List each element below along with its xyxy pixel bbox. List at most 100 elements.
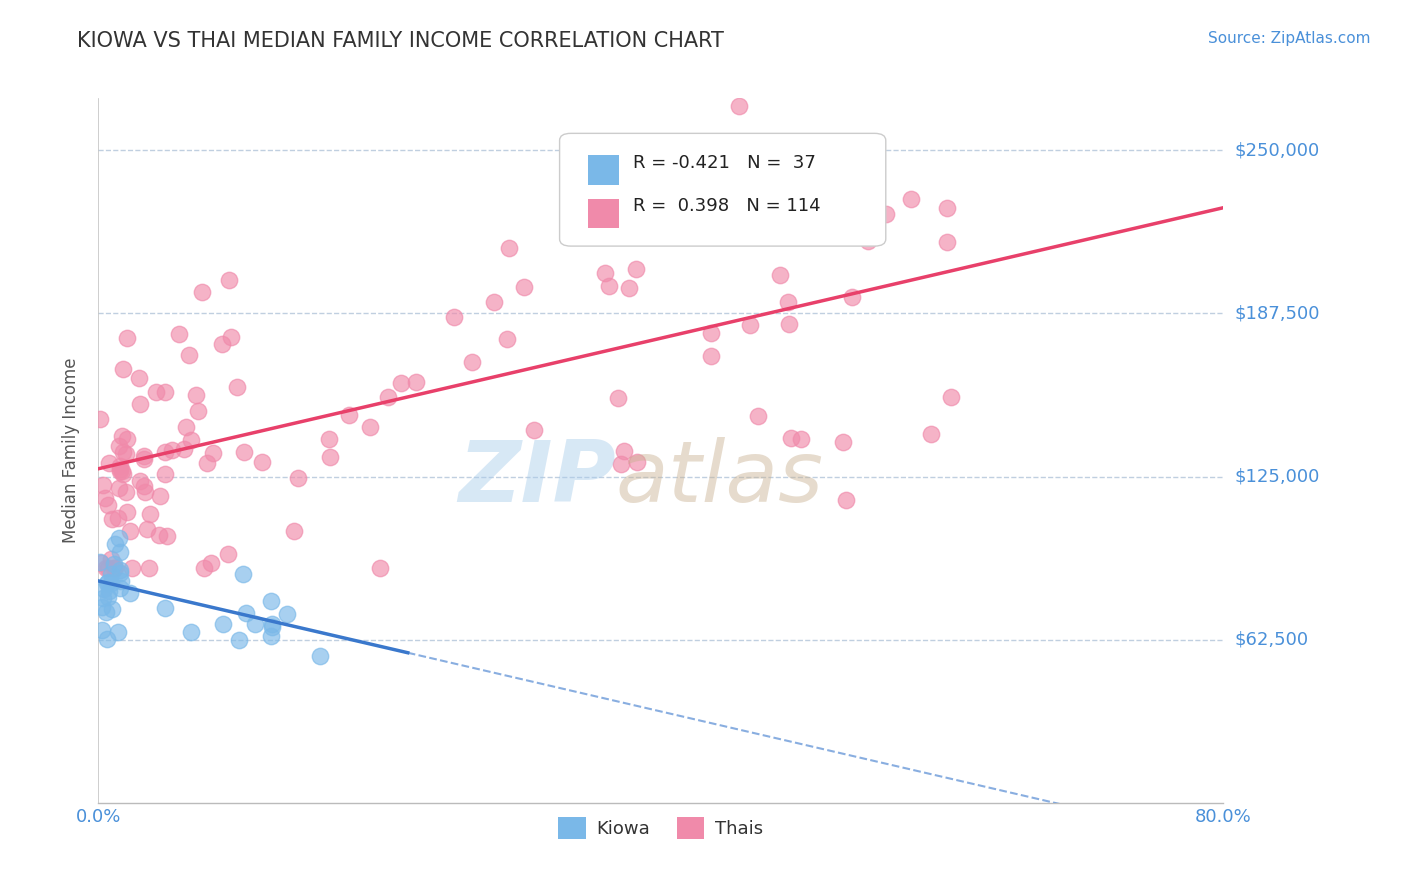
Point xyxy=(114,485,136,500)
Text: $62,500: $62,500 xyxy=(1234,631,1309,648)
FancyBboxPatch shape xyxy=(588,199,619,228)
Point xyxy=(89,412,111,426)
Point xyxy=(120,586,142,600)
Point xyxy=(96,575,118,590)
Point xyxy=(228,632,250,647)
Point xyxy=(155,467,177,482)
Point xyxy=(377,390,399,404)
Point xyxy=(112,445,135,459)
Point xyxy=(226,379,249,393)
Point xyxy=(211,337,233,351)
Point xyxy=(484,295,506,310)
Point xyxy=(177,348,200,362)
Text: $187,500: $187,500 xyxy=(1234,304,1320,322)
Point xyxy=(110,581,132,595)
Point xyxy=(728,99,751,113)
Point xyxy=(107,531,129,545)
Point xyxy=(121,561,143,575)
Point xyxy=(97,575,120,590)
Point xyxy=(111,467,134,481)
Point xyxy=(108,566,131,580)
Point xyxy=(841,290,863,304)
Point xyxy=(153,600,176,615)
Point xyxy=(337,408,360,422)
Point xyxy=(259,629,281,643)
Point xyxy=(149,490,172,504)
Point xyxy=(219,330,242,344)
Point xyxy=(700,326,723,341)
Point xyxy=(250,455,273,469)
Point xyxy=(259,593,281,607)
Text: R =  0.398   N = 114: R = 0.398 N = 114 xyxy=(633,197,820,216)
Point xyxy=(939,390,962,404)
Text: R = -0.421   N =  37: R = -0.421 N = 37 xyxy=(633,154,815,172)
Point xyxy=(318,432,340,446)
Point xyxy=(112,362,135,376)
Point xyxy=(700,349,723,363)
Point xyxy=(443,310,465,324)
Point xyxy=(153,445,176,459)
Point xyxy=(96,632,118,646)
Point xyxy=(132,449,155,463)
Point xyxy=(598,279,620,293)
Point xyxy=(89,555,111,569)
Point xyxy=(498,241,520,255)
Point xyxy=(790,432,813,446)
Point xyxy=(359,419,381,434)
Point xyxy=(613,443,636,458)
Point xyxy=(191,285,214,299)
Point xyxy=(900,192,922,206)
Point xyxy=(217,547,239,561)
Point xyxy=(174,420,197,434)
Point xyxy=(626,455,648,469)
Point xyxy=(595,266,617,280)
Point xyxy=(104,537,127,551)
Point xyxy=(173,442,195,456)
Point xyxy=(218,272,240,286)
Point xyxy=(108,439,131,453)
Point xyxy=(100,576,122,591)
Point xyxy=(100,512,122,526)
Text: $250,000: $250,000 xyxy=(1234,141,1320,160)
Point xyxy=(108,562,131,576)
Point xyxy=(128,475,150,489)
Point xyxy=(96,561,118,575)
Point xyxy=(318,450,340,464)
Point xyxy=(212,616,235,631)
Point xyxy=(920,426,942,441)
Point xyxy=(97,561,120,575)
Point xyxy=(232,567,254,582)
Point xyxy=(235,607,257,621)
Point xyxy=(195,456,218,470)
Point xyxy=(107,625,129,640)
Point xyxy=(405,376,427,390)
Point xyxy=(308,649,330,664)
Point xyxy=(108,461,131,475)
Point xyxy=(617,281,640,295)
Point xyxy=(875,207,897,221)
Point xyxy=(100,552,122,566)
Point xyxy=(115,505,138,519)
Point xyxy=(132,479,155,493)
Point xyxy=(187,404,209,418)
Point xyxy=(368,561,391,575)
Point xyxy=(136,522,159,536)
Point xyxy=(262,620,284,634)
Point xyxy=(128,397,150,411)
Text: $125,000: $125,000 xyxy=(1234,467,1320,485)
Point xyxy=(495,332,517,346)
Point xyxy=(91,478,114,492)
Point xyxy=(200,557,222,571)
Point xyxy=(936,235,959,249)
Y-axis label: Median Family Income: Median Family Income xyxy=(62,358,80,543)
Point xyxy=(513,280,536,294)
Point xyxy=(128,371,150,385)
Point xyxy=(108,459,131,474)
Point xyxy=(97,498,120,512)
Text: ZIP: ZIP xyxy=(458,437,616,520)
Point xyxy=(260,616,283,631)
Point xyxy=(94,605,117,619)
Point xyxy=(180,433,202,447)
Point xyxy=(115,447,138,461)
Point xyxy=(97,590,120,604)
